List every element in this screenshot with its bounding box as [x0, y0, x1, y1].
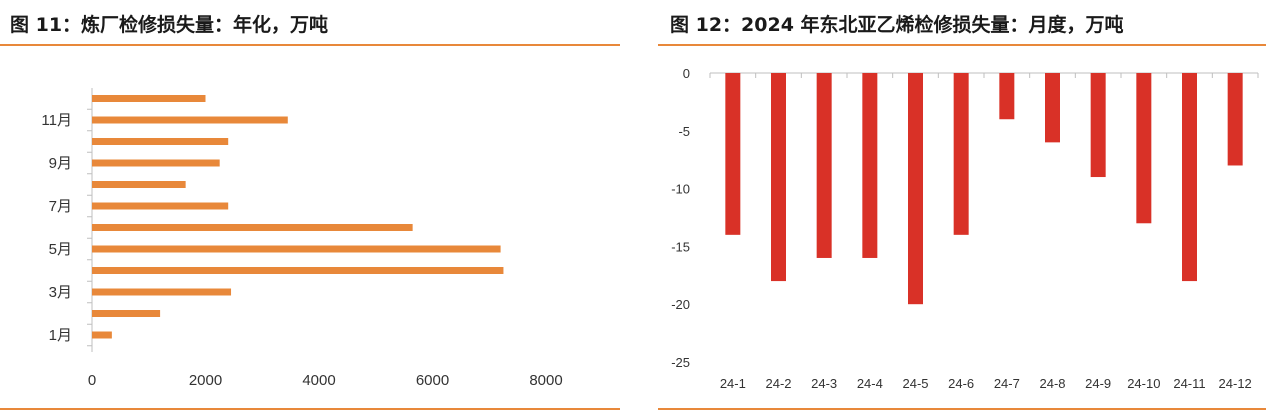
x-tick-label: 24-12	[1219, 376, 1252, 391]
x-tick-label: 8000	[529, 372, 562, 389]
y-tick-label: 11月	[41, 112, 72, 129]
x-tick-label: 24-2	[765, 376, 791, 391]
y-tick-label: 7月	[49, 198, 72, 215]
bar	[999, 73, 1015, 120]
x-tick-label: 0	[88, 372, 96, 389]
bar	[908, 73, 923, 305]
bar	[92, 288, 232, 296]
chart-panel-refinery: 图 11：炼厂检修损失量：年化，万吨 1月 3月 5月 7月 9月 11月 0 2000 400…	[0, 0, 620, 415]
bar	[92, 181, 186, 188]
bottom-divider	[658, 408, 1266, 410]
bar	[92, 202, 229, 210]
chart-title: 图 11：炼厂检修损失量：年化，万吨	[10, 14, 329, 36]
x-tick-label: 24-6	[948, 376, 974, 391]
y-tick-label: 3月	[49, 284, 72, 301]
bar	[1182, 73, 1197, 282]
chart-title: 图 12：2024 年东北亚乙烯检修损失量：月度，万吨	[670, 14, 1124, 36]
bar	[862, 73, 878, 258]
y-tick-label: -15	[671, 239, 690, 254]
bar	[1045, 73, 1060, 143]
x-tick-label: 24-8	[1039, 376, 1065, 391]
y-tick-label: 5月	[49, 241, 72, 258]
bar	[1090, 73, 1106, 178]
bar	[953, 73, 969, 235]
bar	[92, 116, 288, 124]
x-tick-label: 6000	[416, 372, 449, 389]
bar	[92, 331, 112, 339]
bar	[816, 73, 832, 258]
y-tick-label: -20	[671, 297, 690, 312]
title-divider	[0, 44, 620, 46]
bar	[92, 159, 220, 167]
bar	[1136, 73, 1152, 224]
y-tick-label: 1月	[49, 327, 72, 344]
title-divider	[658, 44, 1266, 46]
y-tick-label: 9月	[49, 155, 72, 172]
x-tick-label: 24-4	[857, 376, 883, 391]
y-tick-label: 0	[683, 66, 690, 81]
bar	[92, 310, 161, 317]
bar	[92, 245, 501, 253]
ethylene-bar-chart: 0 -5 -10 -15 -20 -25 24-1 24-2 24-3 24-4 24-5 24-6 2…	[671, 66, 1259, 391]
y-tick-label: -25	[671, 355, 690, 370]
bar	[92, 138, 229, 145]
x-tick-label: 24-3	[811, 376, 837, 391]
y-tick-label: -10	[671, 182, 690, 197]
bar	[92, 95, 206, 102]
x-tick-label: 24-1	[720, 376, 746, 391]
refinery-bar-chart: 1月 3月 5月 7月 9月 11月 0 2000 4000 6000 8000	[41, 88, 563, 389]
bar	[1227, 73, 1243, 166]
x-tick-label: 4000	[302, 372, 335, 389]
x-tick-label: 24-10	[1127, 376, 1160, 391]
y-tick-label: -5	[678, 124, 690, 139]
x-tick-label: 24-11	[1173, 376, 1205, 391]
x-tick-label: 24-5	[902, 376, 928, 391]
bar	[92, 224, 413, 231]
chart-panel-ethylene: 图 12：2024 年东北亚乙烯检修损失量：月度，万吨 0 -5 -10 -15 -20…	[658, 0, 1266, 415]
bar	[92, 267, 504, 274]
x-tick-label: 24-9	[1085, 376, 1111, 391]
bar	[725, 73, 741, 235]
x-tick-label: 24-7	[994, 376, 1020, 391]
bottom-divider	[0, 408, 620, 410]
bar	[771, 73, 786, 282]
x-tick-label: 2000	[189, 372, 222, 389]
